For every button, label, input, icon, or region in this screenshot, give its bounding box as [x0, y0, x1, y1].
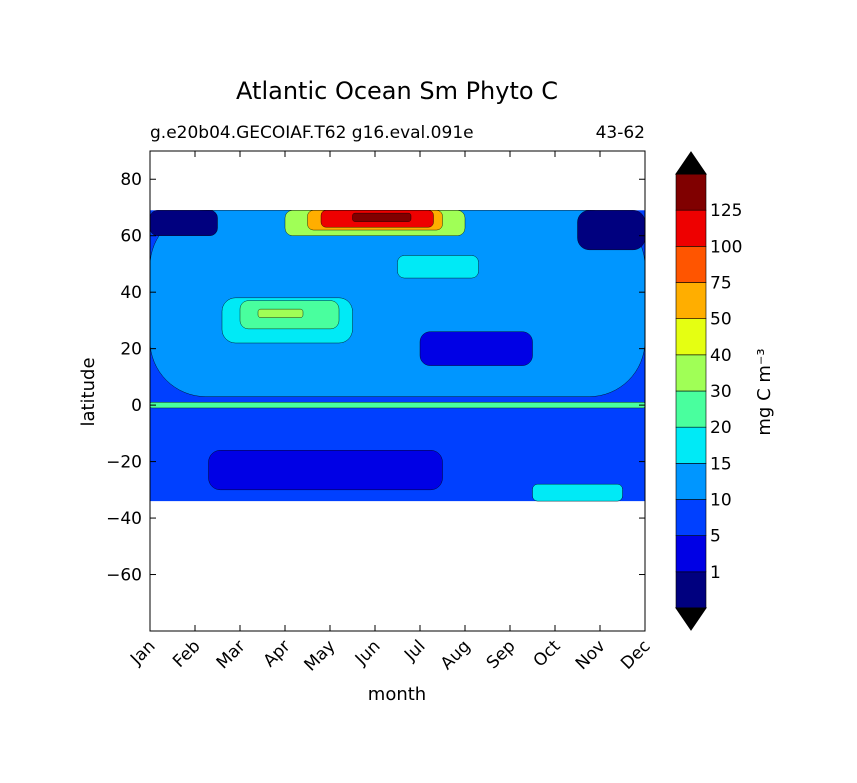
colorbar-tick-label: 1: [710, 563, 721, 583]
colorbar-label: mg C m⁻³: [754, 348, 775, 435]
x-tick-label: Dec: [617, 636, 654, 673]
x-tick-label: Jan: [126, 636, 159, 669]
chart-title: Atlantic Ocean Sm Phyto C: [236, 77, 558, 105]
field-region: [150, 210, 218, 236]
colorbar-tick-label: 30: [710, 382, 732, 402]
y-tick-label: −20: [106, 453, 142, 473]
colorbar-segment: [675, 282, 707, 319]
y-tick-label: −60: [106, 566, 142, 586]
colorbar-tick-label: 20: [710, 418, 732, 438]
colorbar-extend-max: [675, 151, 707, 175]
y-axis: 80 60 40 20 0 −20 −40 −60: [106, 170, 645, 586]
colorbar-tick-label: 125: [710, 201, 742, 221]
colorbar-tick-label: 40: [710, 346, 732, 366]
y-tick-label: 20: [120, 340, 142, 360]
y-tick-label: 0: [131, 396, 142, 416]
field-region: [419, 331, 533, 366]
colorbar-segment: [675, 318, 707, 356]
colorbar-segment: [675, 499, 707, 536]
field-region: [352, 212, 412, 222]
field-region: [577, 210, 645, 251]
colorbar-segment: [675, 390, 707, 428]
colorbar-tick-label: 15: [710, 454, 732, 474]
x-tick-label: May: [301, 636, 340, 675]
x-axis-label: month: [368, 684, 426, 705]
x-tick-label: Apr: [260, 636, 295, 671]
x-tick-label: Jun: [351, 636, 385, 670]
colorbar-segment: [675, 246, 707, 283]
colorbar-segment: [675, 463, 707, 500]
chart-subtitle-left: g.e20b04.GECOIAF.T62 g16.eval.091e: [150, 123, 474, 143]
x-tick-label: Jul: [400, 636, 429, 665]
x-tick-label: Oct: [530, 636, 565, 671]
colorbar-segment: [675, 354, 707, 392]
x-tick-label: Feb: [169, 636, 204, 671]
colorbar-segment: [675, 426, 707, 464]
y-axis-label: latitude: [78, 357, 99, 426]
colorbar-segment: [675, 535, 707, 573]
colorbar-extend-min: [675, 607, 707, 631]
x-tick-label: Nov: [572, 636, 610, 674]
chart-subtitle-right: 43-62: [596, 123, 645, 143]
field-region: [257, 308, 304, 318]
field-region: [532, 483, 623, 502]
colorbar-segment: [675, 209, 707, 247]
y-tick-label: 40: [120, 283, 142, 303]
heatmap-field: [150, 210, 645, 502]
field-region: [150, 210, 645, 397]
y-tick-label: 80: [120, 170, 142, 190]
x-tick-label: Aug: [437, 636, 475, 674]
colorbar-tick-label: 10: [710, 491, 732, 511]
colorbar-tick-label: 100: [710, 237, 742, 257]
field-region: [150, 402, 645, 409]
field-region: [208, 450, 443, 491]
x-tick-label: Sep: [483, 636, 520, 673]
colorbar-segment: [675, 571, 707, 609]
colorbar-tick-label: 5: [710, 527, 721, 547]
field-region: [397, 255, 479, 279]
colorbar-tick-label: 75: [710, 274, 732, 294]
y-tick-label: 60: [120, 227, 142, 247]
colorbar-tick-label: 50: [710, 310, 732, 330]
plot-area-frame: [149, 150, 646, 632]
y-tick-label: −40: [106, 509, 142, 529]
colorbar-segment: [675, 173, 707, 211]
x-tick-label: Mar: [213, 636, 250, 673]
